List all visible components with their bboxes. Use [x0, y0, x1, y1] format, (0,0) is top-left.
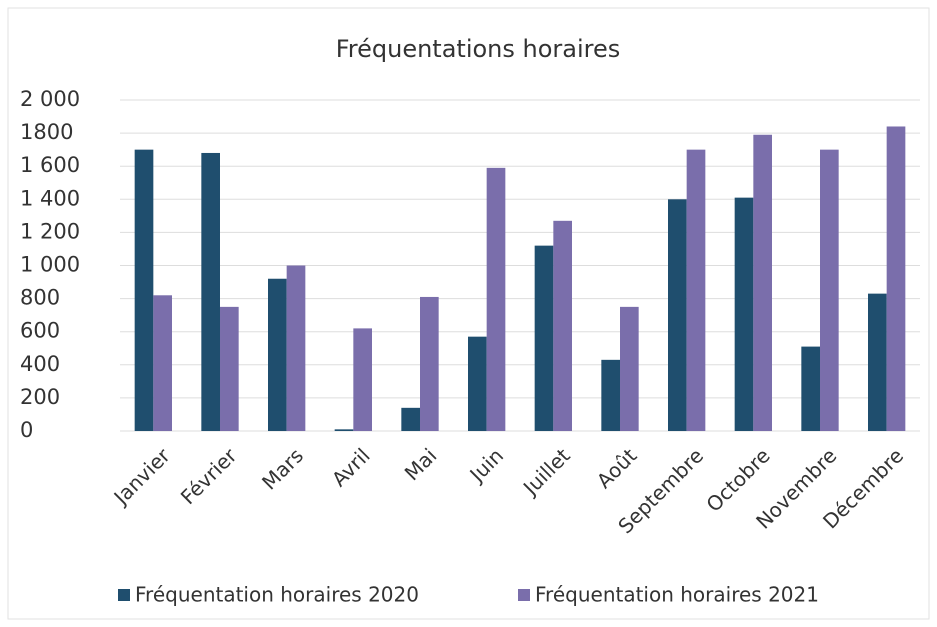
y-tick-label: 0 — [20, 418, 33, 442]
y-tick-label: 2 000 — [20, 87, 80, 111]
bar — [420, 296, 439, 431]
y-tick-label: 1800 — [20, 120, 73, 144]
bar — [353, 328, 372, 431]
chart-title: Fréquentations horaires — [336, 35, 621, 63]
legend-label: Fréquentation horaires 2020 — [135, 583, 419, 607]
bar — [401, 407, 420, 431]
bar — [220, 306, 239, 431]
bar — [801, 346, 820, 431]
bar — [534, 245, 554, 431]
bar — [668, 199, 687, 431]
bar — [753, 134, 772, 431]
bar — [486, 167, 506, 432]
bar — [820, 149, 839, 431]
bar — [334, 429, 354, 431]
bar — [601, 359, 620, 431]
bar — [620, 306, 639, 431]
bar — [286, 265, 306, 431]
y-tick-label: 1 400 — [20, 186, 80, 210]
bar — [686, 149, 706, 431]
legend-label: Fréquentation horaires 2021 — [535, 583, 819, 607]
bar — [553, 220, 572, 431]
bar — [734, 197, 754, 431]
y-tick-label: 200 — [20, 385, 60, 409]
y-tick-label: 800 — [20, 286, 60, 310]
y-tick-label: 1 200 — [20, 219, 80, 243]
y-tick-label: 1 600 — [20, 153, 80, 177]
y-tick-label: 600 — [20, 319, 60, 343]
bar — [268, 278, 287, 431]
bar — [868, 293, 887, 431]
legend-swatch — [518, 589, 530, 601]
bar — [153, 295, 172, 431]
y-tick-label: 1 000 — [20, 253, 80, 277]
bar — [134, 149, 154, 431]
legend-swatch — [118, 589, 130, 601]
bar — [468, 336, 487, 431]
bar — [201, 152, 220, 431]
bar — [886, 126, 906, 431]
y-tick-label: 400 — [20, 352, 60, 376]
